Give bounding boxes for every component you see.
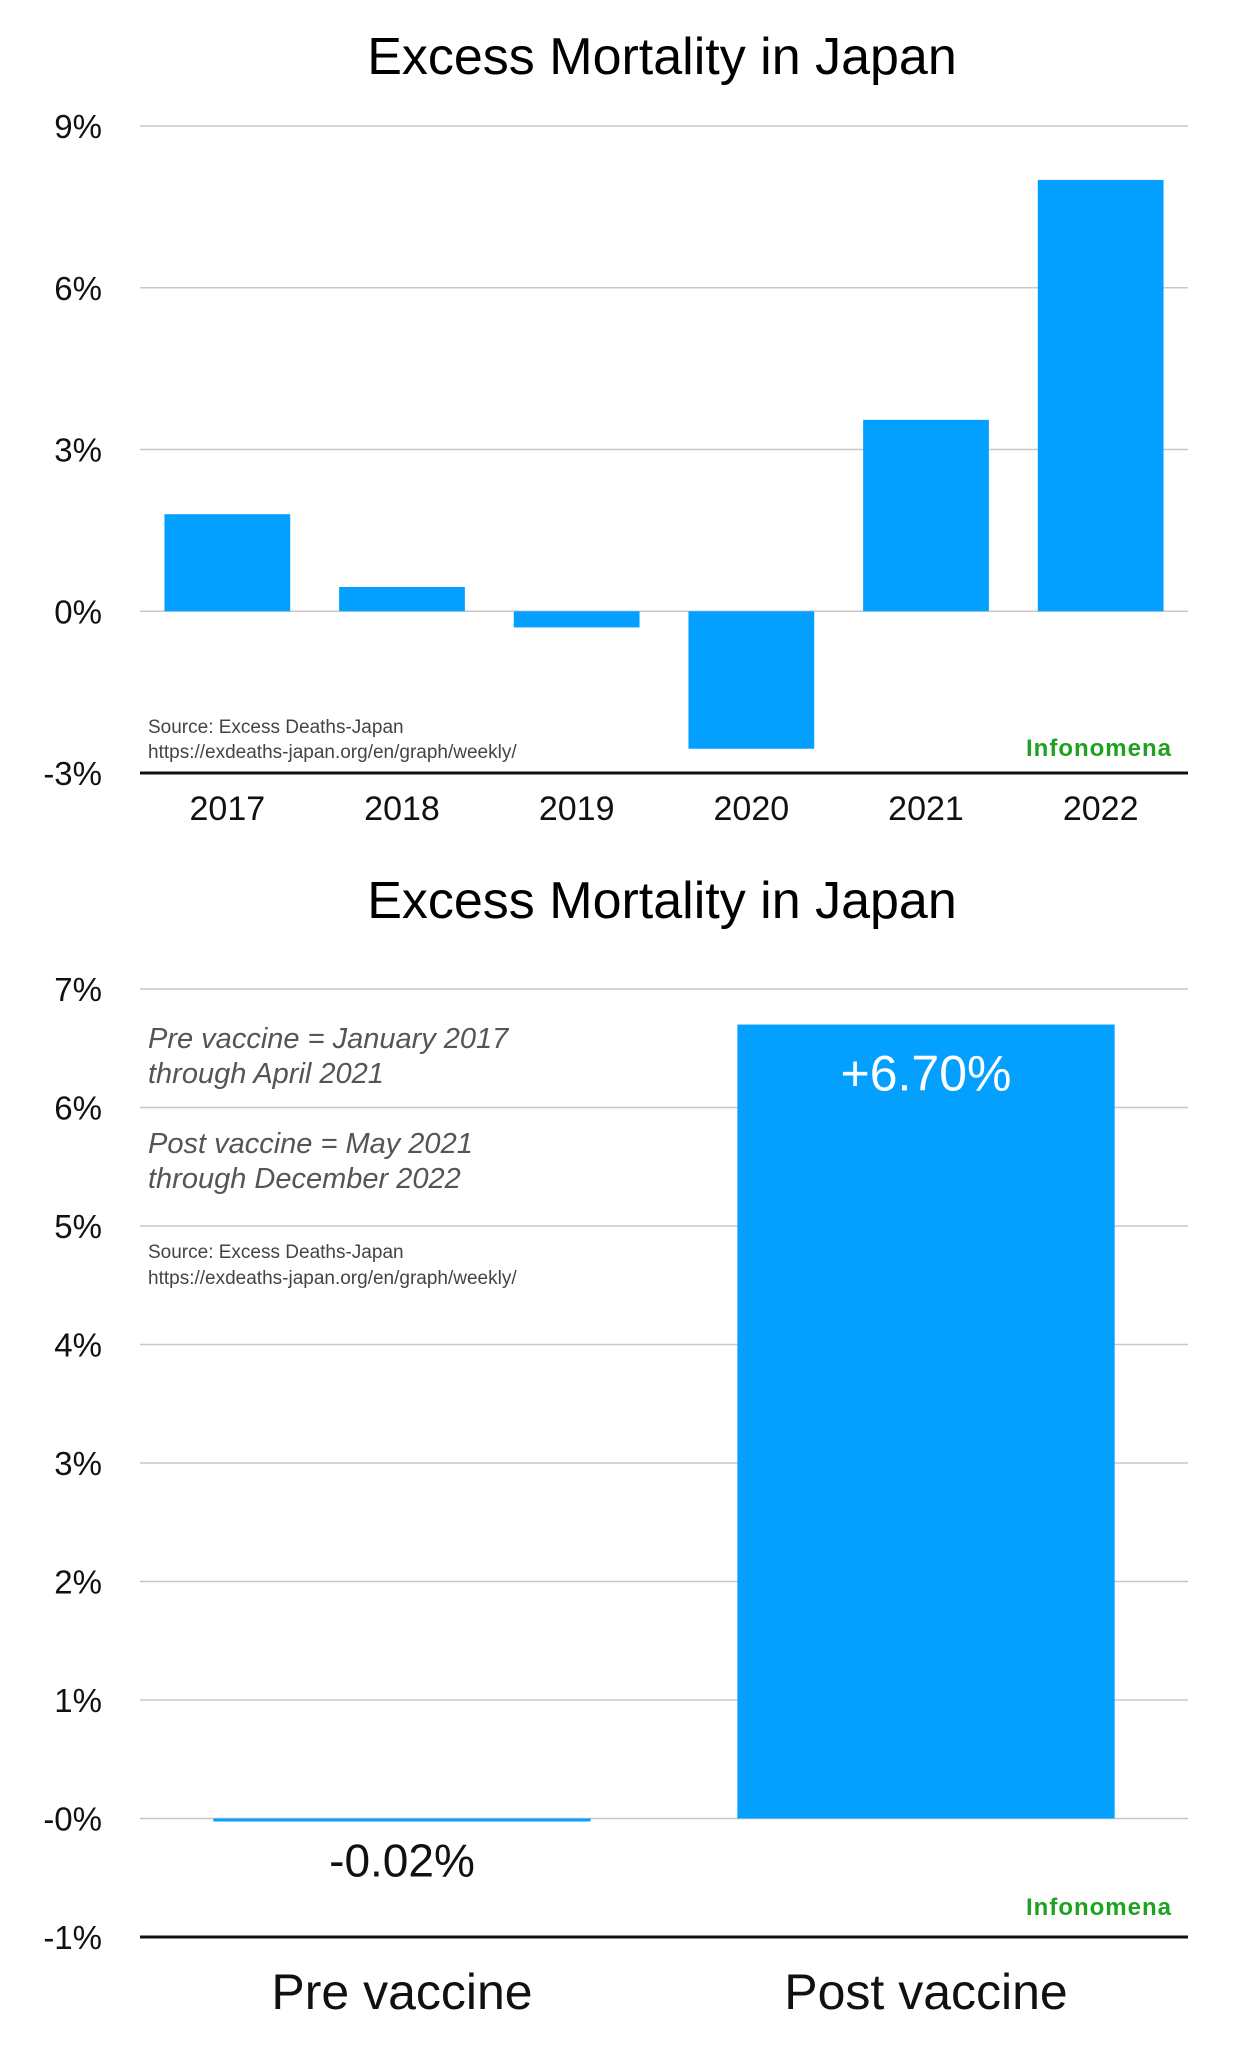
chart-2-source-url: https://exdeaths-japan.org/en/graph/week… bbox=[148, 1268, 517, 1289]
chart-1-x-ticks: 2017 2018 2019 2020 2021 2022 bbox=[190, 790, 1139, 828]
chart-2-y-ticks: 7% 6% 5% 4% 3% 2% 1% -0% -1% bbox=[43, 971, 102, 1956]
data-label: -0.02% bbox=[329, 1835, 475, 1887]
y-tick-label: 3% bbox=[54, 1445, 102, 1482]
bar-post-vaccine bbox=[737, 1024, 1115, 1819]
chart-pre-post: Excess Mortality in Japan 7% 6% 5% 4% 3% 2% 1%… bbox=[43, 872, 1188, 2020]
chart-1-gridlines bbox=[140, 125, 1188, 775]
x-tick-label: 2018 bbox=[364, 790, 440, 828]
y-tick-label: 3% bbox=[54, 432, 102, 469]
chart-2-note-pre-line2: through April 2021 bbox=[148, 1058, 384, 1090]
y-tick-label: 9% bbox=[54, 108, 102, 145]
y-tick-label: 4% bbox=[54, 1327, 102, 1364]
x-tick-label: Post vaccine bbox=[784, 1964, 1067, 2020]
chart-yearly: Excess Mortality in Japan 9% 6% 3% 0% -3% 20… bbox=[43, 28, 1188, 828]
x-tick-label: 2020 bbox=[714, 790, 790, 828]
y-tick-label: 6% bbox=[54, 1090, 102, 1127]
x-tick-label: Pre vaccine bbox=[271, 1964, 532, 2020]
bar-2018 bbox=[339, 586, 465, 612]
chart-1-source-name: Source: Excess Deaths-Japan bbox=[148, 717, 404, 738]
x-tick-label: 2021 bbox=[888, 790, 964, 828]
data-label: +6.70% bbox=[841, 1046, 1012, 1102]
bar-2021 bbox=[863, 419, 989, 612]
y-tick-label: -3% bbox=[43, 755, 102, 792]
bar-2022 bbox=[1037, 179, 1164, 612]
chart-1-brand-logo: Infonomena bbox=[1026, 735, 1172, 762]
y-tick-label: 2% bbox=[54, 1564, 102, 1601]
y-tick-label: 6% bbox=[54, 270, 102, 307]
chart-2-note-pre-line1: Pre vaccine = January 2017 bbox=[148, 1023, 510, 1055]
y-tick-label: -0% bbox=[43, 1801, 102, 1838]
y-tick-label: 7% bbox=[54, 971, 102, 1008]
chart-2-x-ticks: Pre vaccine Post vaccine bbox=[271, 1964, 1067, 2020]
chart-1-y-ticks: 9% 6% 3% 0% -3% bbox=[43, 108, 102, 792]
y-tick-label: 0% bbox=[54, 593, 102, 630]
chart-2-brand-logo: Infonomena bbox=[1026, 1894, 1172, 1921]
y-tick-label: 5% bbox=[54, 1208, 102, 1245]
x-tick-label: 2017 bbox=[190, 790, 266, 828]
chart-2-data-labels: -0.02% +6.70% bbox=[329, 1046, 1011, 1887]
chart-2-note-post-line2: through December 2022 bbox=[148, 1163, 461, 1195]
chart-2-source-name: Source: Excess Deaths-Japan bbox=[148, 1242, 404, 1263]
chart-2-note-post-line1: Post vaccine = May 2021 bbox=[148, 1128, 473, 1160]
chart-1-source-url: https://exdeaths-japan.org/en/graph/week… bbox=[148, 742, 517, 763]
x-tick-label: 2019 bbox=[539, 790, 615, 828]
bar-2019 bbox=[513, 611, 640, 628]
chart-2-title: Excess Mortality in Japan bbox=[367, 872, 957, 930]
y-tick-label: 1% bbox=[54, 1682, 102, 1719]
chart-2-bars bbox=[213, 1024, 1115, 1822]
chart-1-bars bbox=[164, 179, 1164, 749]
y-tick-label: -1% bbox=[43, 1919, 102, 1956]
chart-1-title: Excess Mortality in Japan bbox=[367, 28, 957, 86]
bar-2017 bbox=[164, 514, 291, 612]
bar-2020 bbox=[688, 611, 815, 749]
bar-pre-vaccine bbox=[213, 1818, 591, 1822]
x-tick-label: 2022 bbox=[1063, 790, 1139, 828]
